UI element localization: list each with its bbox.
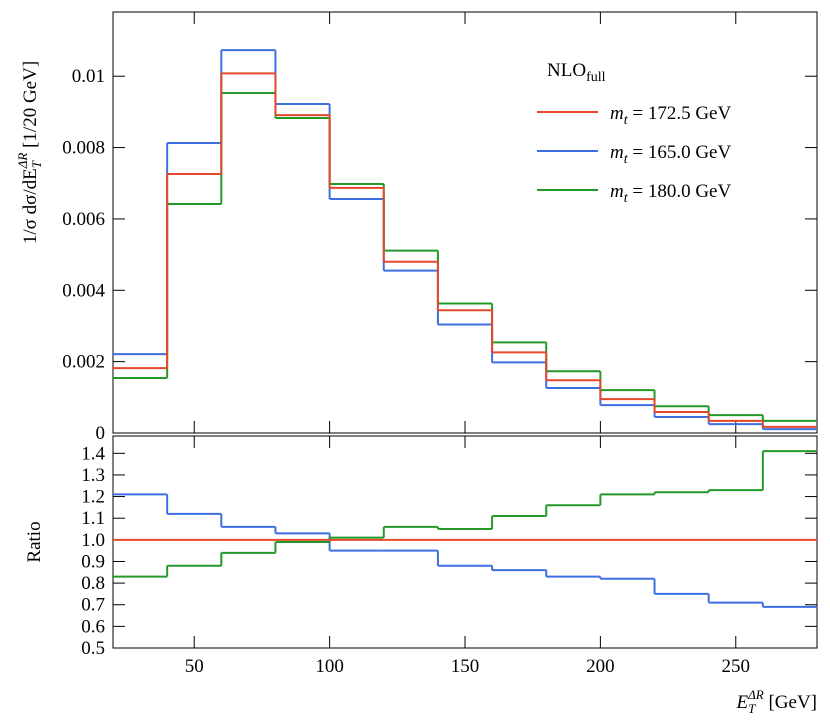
sub-part: full [586, 70, 606, 85]
y-tick-label: 0.9 [81, 551, 105, 572]
y-tick-label: 0.5 [81, 638, 105, 659]
sub-part: T [29, 160, 44, 168]
sub-part: t [624, 152, 629, 167]
rest-part: [GeV] [764, 692, 817, 713]
x-tick-label: 250 [722, 656, 751, 677]
y-tick-label: 1.4 [81, 443, 105, 464]
base-part: NLO [547, 60, 586, 81]
base-part: 1/σ dσ/dE [20, 168, 41, 244]
y-tick-label: 0.7 [81, 595, 105, 616]
x-tick-label: 100 [315, 656, 344, 677]
rich-label: mt = 180.0 GeV [610, 181, 731, 206]
rich-label: NLOfull [547, 60, 606, 85]
base-part: m [610, 103, 624, 124]
rest-part: = 172.5 GeV [628, 103, 732, 124]
x-tick-label: 50 [185, 656, 204, 677]
y-tick-label: 0.008 [62, 138, 105, 159]
y-tick-label: 0.6 [81, 616, 105, 637]
base-part: E [736, 692, 749, 713]
sub-part: T [748, 701, 756, 716]
y-tick-label: 0.004 [62, 280, 105, 301]
base-part: m [610, 142, 624, 163]
y-tick-label: 1.1 [81, 508, 105, 529]
base-part: m [610, 181, 624, 202]
rest-part: = 165.0 GeV [628, 142, 732, 163]
rich-label: mt = 165.0 GeV [610, 142, 731, 167]
sub-part: t [624, 191, 629, 206]
y-axis-label: Ratio [24, 521, 45, 562]
rest-part: = 180.0 GeV [628, 181, 732, 202]
y-tick-label: 1.0 [81, 530, 105, 551]
y-tick-label: 1.3 [81, 465, 105, 486]
y-tick-label: 0 [96, 423, 106, 444]
rich-label: EΔR T [GeV] [736, 687, 817, 716]
y-tick-label: 0.006 [62, 209, 105, 230]
y-tick-label: 0.8 [81, 573, 105, 594]
sub-part: t [624, 113, 629, 128]
top-frame [112, 11, 818, 434]
sup-part: ΔR [15, 153, 30, 170]
y-tick-label: 1.2 [81, 487, 105, 508]
y-tick-label: 0.002 [62, 352, 105, 373]
bottom-frame [112, 435, 818, 649]
y-tick-label: 0.01 [72, 66, 105, 87]
sup-part: ΔR [747, 687, 764, 702]
x-tick-label: 200 [586, 656, 615, 677]
x-tick-label: 150 [451, 656, 480, 677]
rest-part: [1/20 GeV] [20, 61, 41, 153]
rich-label: 1/σ dσ/dEΔRT [1/20 GeV] [15, 61, 44, 244]
rich-label: mt = 172.5 GeV [610, 103, 731, 128]
